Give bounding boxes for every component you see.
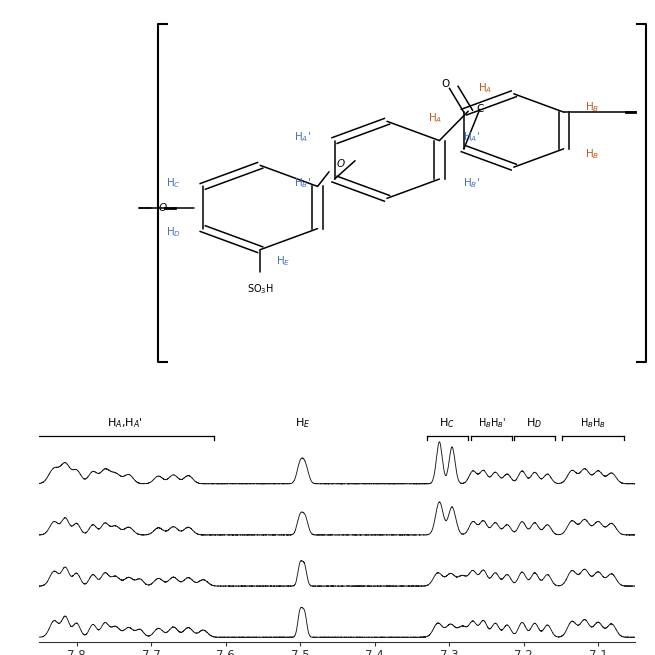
Text: H$_A$: H$_A$ [477, 81, 492, 95]
Text: H$_C$: H$_C$ [440, 416, 455, 430]
Text: H$_{B}$': H$_{B}$' [294, 176, 311, 190]
Text: C: C [477, 104, 484, 115]
Text: H$_B$: H$_B$ [586, 147, 600, 161]
Text: H$_A$,H$_A$': H$_A$,H$_A$' [107, 416, 143, 430]
Text: SO$_3$H: SO$_3$H [247, 283, 274, 297]
Text: O: O [337, 159, 345, 170]
Text: H$_D$: H$_D$ [527, 416, 542, 430]
Text: H$_B$: H$_B$ [586, 100, 600, 113]
Text: H$_D$: H$_D$ [166, 225, 181, 239]
Text: H$_{A}$': H$_{A}$' [294, 130, 311, 144]
Text: H$_{B}$': H$_{B}$' [462, 176, 479, 190]
Text: O: O [158, 202, 166, 212]
Text: H$_B$H$_B$': H$_B$H$_B$' [477, 416, 506, 430]
Text: H$_E$: H$_E$ [276, 253, 290, 268]
Text: H$_B$H$_B$: H$_B$H$_B$ [580, 416, 607, 430]
Text: H$_A$: H$_A$ [428, 111, 442, 124]
Text: H$_E$: H$_E$ [295, 416, 310, 430]
Text: O: O [441, 79, 449, 90]
Text: H$_C$: H$_C$ [166, 176, 181, 190]
Text: H$_{A}$': H$_{A}$' [462, 130, 479, 144]
